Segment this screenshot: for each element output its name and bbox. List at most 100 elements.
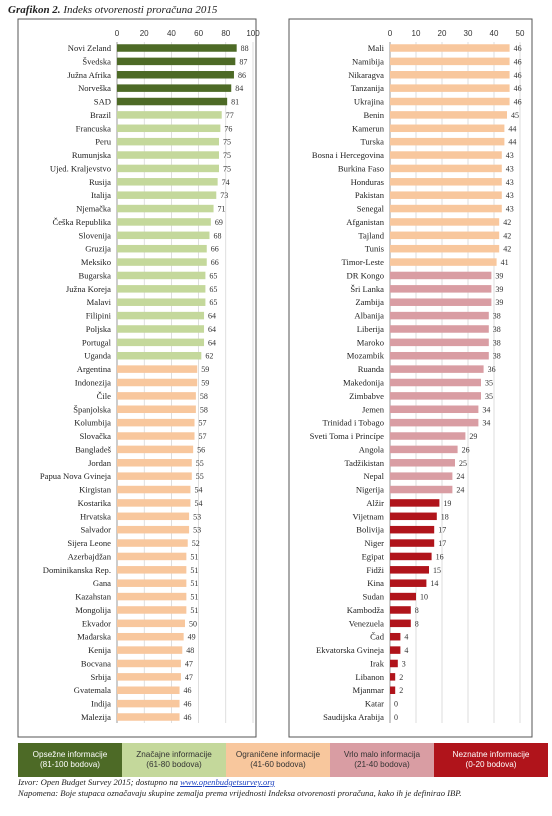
bar [390,592,416,601]
bar [117,445,194,454]
data-label: 59 [201,365,209,374]
bar [117,57,236,66]
bar [117,485,191,494]
category-label: Kambodža [347,605,384,615]
data-label: 2 [399,673,403,682]
data-label: 51 [190,579,198,588]
bar [390,472,453,480]
category-label: Niger [364,538,384,548]
category-label: Slovačka [79,431,111,441]
bar [117,191,217,199]
category-label: Ujed. Kraljevstvo [50,163,111,173]
data-label: 43 [506,205,514,214]
data-label: 44 [508,138,516,147]
data-label: 62 [205,352,213,361]
category-label: Honduras [351,177,385,187]
bar [390,459,455,467]
category-label: Nigerija [356,485,384,495]
bar [390,151,502,159]
bar [117,525,190,534]
data-label: 43 [506,191,514,200]
bar [117,351,202,360]
data-label: 65 [209,298,217,307]
category-label: Gruzija [85,244,111,254]
x-tick-label: 20 [438,29,447,38]
category-label: Trinidad i Tobago [323,418,384,428]
bar [117,137,219,146]
data-label: 3 [402,659,406,668]
data-label: 51 [190,606,198,615]
data-label: 39 [495,285,503,294]
data-label: 46 [514,98,522,107]
data-label: 46 [184,700,192,709]
category-label: Ruanda [358,364,384,374]
bar [390,84,510,92]
bar [390,632,401,641]
x-tick-label: 0 [115,29,120,38]
data-label: 4 [404,633,408,642]
category-label: Sudan [363,592,385,602]
data-label: 46 [184,713,192,722]
data-label: 69 [215,218,223,227]
category-label: Namibija [352,56,384,66]
bar [117,124,221,133]
category-label: Italija [91,190,111,200]
legend-item: Opsežne informacije (81-100 bodova) [18,743,122,777]
category-label: Bangladeš [75,444,111,454]
data-label: 81 [231,98,239,107]
category-label: Nepal [363,471,384,481]
bar [117,606,187,614]
bar [390,659,398,668]
legend-label: Značajne informacije [136,750,212,759]
data-label: 49 [188,633,196,642]
bar [117,392,196,400]
category-label: Rusija [89,177,111,187]
data-label: 46 [514,84,522,93]
bar [390,405,479,414]
data-label: 17 [438,526,446,535]
bar [390,311,489,320]
bar [390,325,489,333]
data-label: 46 [184,686,192,695]
category-label: Portugal [82,337,112,347]
bar [117,151,219,159]
source-note: Izvor: Open Budget Survey 2015; dostupno… [18,777,548,798]
data-label: 16 [436,552,444,561]
bar [390,178,502,186]
bar [117,111,222,119]
bar [117,204,214,213]
data-label: 66 [211,258,219,267]
bar [390,418,479,427]
bar [390,231,500,240]
bar [117,646,183,654]
category-label: Albanija [354,311,384,321]
category-label: Argentina [77,364,111,374]
bar [390,191,502,199]
data-label: 34 [482,419,490,428]
bar [390,445,458,454]
bar [390,619,411,628]
bar [117,244,207,253]
category-label: Gvatemala [74,685,111,695]
data-label: 46 [514,57,522,66]
data-label: 0 [394,700,398,709]
category-label: Maroko [357,337,384,347]
legend-range: (0-20 bodova) [465,760,517,769]
category-label: Kirgistan [79,485,112,495]
bar [117,258,207,266]
source-prefix: Izvor: Open Budget Survey 2015; dostupno… [18,777,181,787]
category-label: Bocvana [81,658,111,668]
bar [117,325,205,333]
data-label: 35 [485,379,493,388]
source-link[interactable]: www.openbudgetsurvey.org [180,777,275,787]
chart-title-text: Indeks otvorenosti proračuna 2015 [63,4,218,16]
category-label: Azerbajdžan [68,551,112,561]
data-label: 4 [404,646,408,655]
bar [117,298,206,306]
category-label: Afganistan [346,217,384,227]
category-label: Peru [95,137,111,147]
category-label: Senegal [357,204,385,214]
category-label: Tunis [365,244,385,254]
data-label: 58 [200,405,208,414]
data-label: 58 [200,392,208,401]
